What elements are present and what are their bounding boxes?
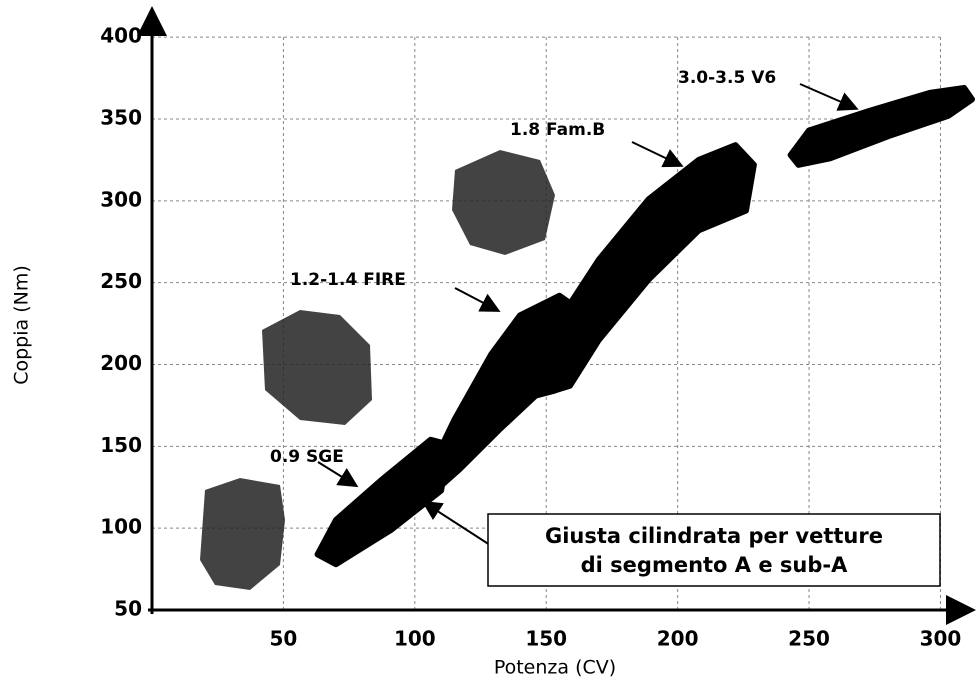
x-tick-label: 100 — [394, 627, 436, 651]
region-label: 3.0-3.5 V6 — [678, 68, 776, 88]
annotation: di segmento A e sub-A — [581, 553, 848, 577]
y-tick-label: 400 — [100, 24, 142, 48]
y-tick-label: 100 — [100, 515, 142, 539]
region-label: 0.9 SGE — [270, 447, 344, 467]
x-tick-label: 50 — [269, 627, 297, 651]
x-axis-title: Potenza (CV) — [494, 657, 616, 679]
y-tick-label: 50 — [114, 597, 142, 621]
region-label: 1.2-1.4 FIRE — [290, 270, 406, 290]
x-tick-label: 200 — [657, 627, 699, 651]
region-label: 1.8 Fam.B — [510, 120, 605, 140]
region — [791, 88, 972, 165]
region — [544, 145, 754, 390]
chart: Giusta cilindrata per vetture di segment… — [0, 0, 977, 686]
x-tick-label: 150 — [525, 627, 567, 651]
y-tick-label: 200 — [100, 351, 142, 375]
y-tick-label: 350 — [100, 106, 142, 130]
y-tick-label: 250 — [100, 269, 142, 293]
page: Giusta cilindrata per vetture di segment… — [0, 0, 977, 686]
x-tick-label: 250 — [788, 627, 830, 651]
annotation: Giusta cilindrata per vetture — [545, 524, 883, 548]
x-tick-label: 300 — [920, 627, 962, 651]
y-tick-label: 300 — [100, 187, 142, 211]
y-axis-title: Coppia (Nm) — [11, 265, 33, 385]
y-tick-label: 150 — [100, 433, 142, 457]
